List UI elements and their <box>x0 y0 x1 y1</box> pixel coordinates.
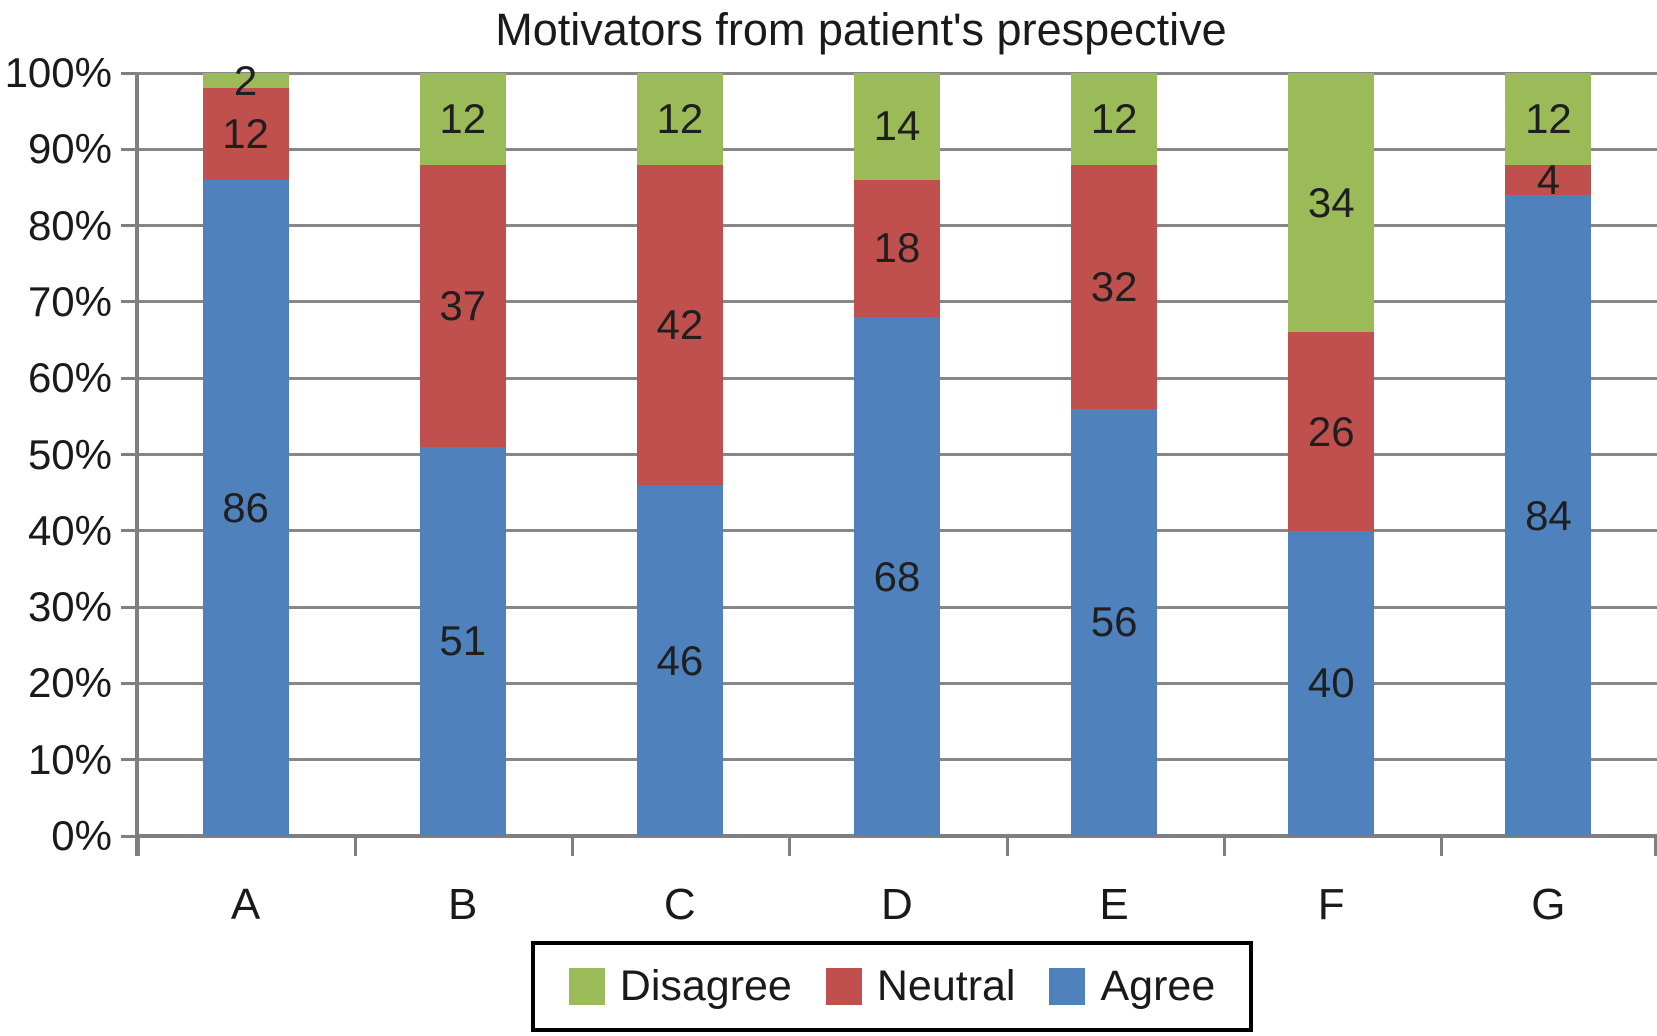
x-axis-tick <box>1439 836 1443 856</box>
x-axis-tick <box>1222 836 1226 856</box>
y-axis-tick <box>121 376 137 380</box>
x-category-label: F <box>1317 880 1345 929</box>
bar-segment-disagree: 34 <box>1288 73 1375 333</box>
x-category-label: G <box>1531 880 1566 929</box>
x-category-label: E <box>1099 880 1129 929</box>
legend-label: Disagree <box>619 962 792 1010</box>
bar-data-label: 37 <box>439 281 487 329</box>
legend-swatch-neutral <box>825 968 862 1005</box>
y-tick-label: 50% <box>27 430 112 478</box>
bar-data-label: 12 <box>1525 94 1572 142</box>
legend-item-agree: Agree <box>1049 962 1215 1011</box>
y-axis-tick <box>121 71 137 75</box>
bar-segment-disagree: 12 <box>419 73 506 165</box>
bar-segment-agree: 46 <box>636 485 723 836</box>
bar-data-label: 42 <box>656 300 704 348</box>
y-axis-tick <box>121 147 137 151</box>
legend-label: Neutral <box>876 962 1016 1010</box>
bar-segment-agree: 56 <box>1071 408 1158 836</box>
bar-data-label: 14 <box>873 102 921 150</box>
y-tick-label: 0% <box>51 812 112 859</box>
x-category-label: A <box>230 880 261 929</box>
bar-data-label: 18 <box>873 224 921 272</box>
bar-segment-neutral: 4 <box>1505 156 1592 203</box>
bar-segment-disagree: 2 <box>202 57 289 104</box>
x-axis-tick <box>1005 836 1009 856</box>
bar-segment-neutral: 37 <box>419 164 506 447</box>
bar-segment-neutral: 42 <box>636 164 723 485</box>
y-tick-label: 90% <box>27 125 112 173</box>
x-category-label: D <box>881 880 913 929</box>
y-axis-tick <box>121 529 137 533</box>
bar-data-label: 34 <box>1307 178 1355 226</box>
bar-data-label: 4 <box>1536 155 1561 203</box>
bar-data-label: 40 <box>1307 659 1355 707</box>
bar-data-label: 84 <box>1525 491 1572 539</box>
legend: Disagree Neutral Agree <box>531 941 1253 1032</box>
x-axis-tick <box>354 836 358 856</box>
y-axis-tick <box>121 681 137 685</box>
bar-segment-agree: 51 <box>419 446 506 836</box>
y-tick-label: 40% <box>27 506 112 554</box>
y-tick-label: 100% <box>4 49 112 96</box>
bar-segment-neutral: 26 <box>1288 332 1375 531</box>
bar-segment-neutral: 12 <box>202 88 289 180</box>
bar-segment-disagree: 12 <box>636 73 723 165</box>
y-axis-tick <box>121 758 137 762</box>
y-axis-tick <box>121 605 137 609</box>
bar-data-label: 46 <box>656 636 704 684</box>
y-axis-tick <box>121 300 137 304</box>
legend-swatch-disagree <box>568 968 605 1005</box>
bar-segment-agree: 68 <box>854 317 940 836</box>
x-axis-tick <box>788 836 792 856</box>
x-axis-line <box>137 834 1657 838</box>
legend-swatch-agree <box>1049 968 1086 1005</box>
bar-data-label: 12 <box>222 110 269 158</box>
legend-item-neutral: Neutral <box>825 962 1016 1011</box>
bar-data-label: 2 <box>233 56 258 104</box>
bar-data-label: 12 <box>656 94 704 142</box>
bar-data-label: 26 <box>1307 407 1355 455</box>
y-tick-label: 20% <box>27 659 112 707</box>
y-axis-tick <box>121 453 137 456</box>
bar-segment-agree: 40 <box>1288 530 1375 836</box>
bar-segment-neutral: 18 <box>854 179 940 318</box>
x-category-label: B <box>447 880 478 929</box>
x-category-label: C <box>663 880 696 929</box>
bar-segment-agree: 86 <box>202 179 289 836</box>
bar-segment-neutral: 32 <box>1071 164 1158 409</box>
bar-segment-disagree: 14 <box>854 73 940 180</box>
x-axis-tick <box>571 836 575 856</box>
x-axis-tick <box>137 836 140 856</box>
bar-data-label: 32 <box>1090 262 1138 310</box>
bar-data-label: 86 <box>222 483 269 531</box>
bar-data-label: 12 <box>1090 94 1138 142</box>
y-axis-tick <box>121 224 137 228</box>
y-tick-label: 70% <box>27 277 112 325</box>
bar-segment-disagree: 12 <box>1505 73 1592 165</box>
bar-data-label: 12 <box>439 94 487 142</box>
y-tick-label: 30% <box>27 583 112 631</box>
y-tick-label: 10% <box>27 735 112 783</box>
x-axis-tick <box>1654 836 1657 856</box>
legend-label: Agree <box>1100 962 1216 1010</box>
legend-item-disagree: Disagree <box>568 962 792 1011</box>
bar-segment-agree: 84 <box>1505 195 1592 836</box>
y-axis-line <box>135 73 139 856</box>
bar-data-label: 51 <box>439 617 487 665</box>
bar-segment-disagree: 12 <box>1071 73 1158 165</box>
y-tick-label: 60% <box>27 354 112 402</box>
y-tick-label: 80% <box>27 201 112 249</box>
bar-data-label: 56 <box>1090 598 1138 646</box>
y-axis-tick <box>121 834 137 838</box>
chart-title: Motivators from patient's prespective <box>495 4 1227 55</box>
bar-data-label: 68 <box>873 552 921 600</box>
